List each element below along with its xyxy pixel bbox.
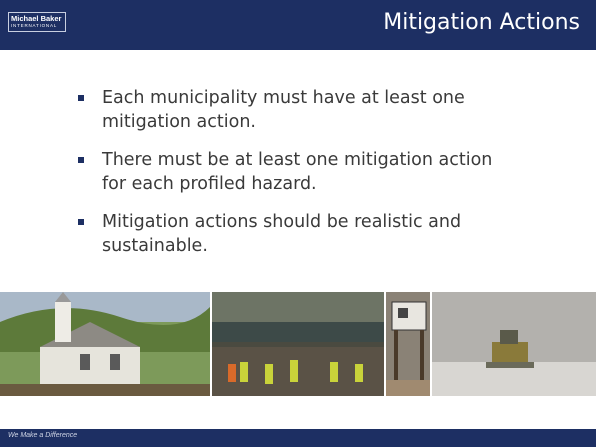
photo-elevated-house	[386, 292, 430, 396]
footer-tagline: We Make a Difference	[8, 432, 77, 439]
bullet-list: Each municipality must have at least one…	[78, 86, 508, 272]
bullet-item: Mitigation actions should be realistic a…	[78, 210, 508, 258]
footer-bar: We Make a Difference	[0, 429, 596, 447]
slide: Michael Baker INTERNATIONAL Mitigation A…	[0, 0, 596, 447]
logo-name: Michael Baker	[11, 14, 61, 23]
photo-snow-plow	[432, 292, 596, 396]
photo-strip	[0, 292, 596, 396]
bullet-item: There must be at least one mitigation ac…	[78, 148, 508, 196]
logo-sub: INTERNATIONAL	[11, 23, 57, 28]
header-bar: Michael Baker INTERNATIONAL Mitigation A…	[0, 0, 596, 50]
slide-title: Mitigation Actions	[383, 10, 580, 35]
logo: Michael Baker INTERNATIONAL	[8, 12, 66, 32]
photo-crew	[212, 292, 384, 396]
bullet-item: Each municipality must have at least one…	[78, 86, 508, 134]
photo-church	[0, 292, 210, 396]
